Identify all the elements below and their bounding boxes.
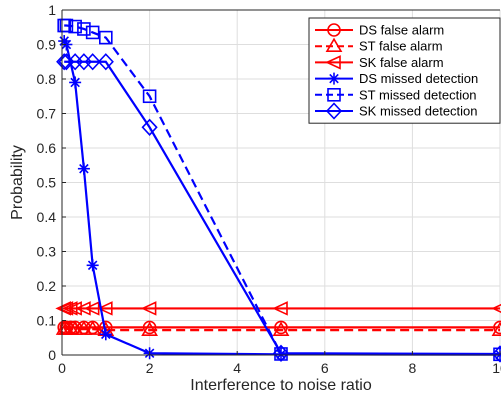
data-point-marker (99, 30, 113, 45)
y-tick-label: 0.7 (37, 106, 57, 122)
legend-entry: ST false alarm (315, 37, 443, 54)
legend-marker (328, 72, 340, 85)
data-point-marker (141, 321, 158, 336)
legend-label: ST false alarm (359, 39, 443, 54)
legend-entry: SK false alarm (315, 55, 444, 70)
legend-entry: SK missed detection (315, 102, 478, 120)
data-point-marker (56, 53, 73, 71)
legend-entry: ST missed detection (315, 87, 477, 102)
legend-box (308, 17, 501, 124)
legend-marker (325, 37, 343, 53)
series-sk-missed-detection (56, 53, 501, 363)
data-point-marker (491, 321, 501, 336)
data-point-marker (491, 303, 501, 313)
data-point-marker (74, 301, 91, 316)
data-point-marker (272, 301, 288, 316)
data-point-marker (142, 320, 157, 335)
x-tick-label: 10 (492, 360, 501, 376)
legend-marker (327, 88, 341, 102)
data-point-marker (493, 320, 501, 335)
legend-entry: DS false alarm (315, 23, 444, 38)
x-tick-label: 8 (409, 360, 417, 376)
legend-entry: DS missed detection (315, 71, 478, 86)
legend-marker (325, 102, 343, 120)
data-point-marker (55, 301, 71, 316)
legend-label: SK false alarm (359, 55, 444, 70)
data-point-marker (59, 18, 74, 33)
data-point-marker (97, 53, 114, 71)
data-point-marker (77, 162, 90, 175)
series-line (64, 60, 501, 356)
x-tick-label: 6 (321, 360, 329, 376)
axes: 0 2 4 6 8 10 0 0.1 0.2 0.3 0.4 0.5 0.6 0.7 0.8 0.9 1 (37, 2, 501, 376)
legend-marker (327, 23, 341, 37)
legend-label: DS false alarm (359, 23, 444, 38)
legend-label: SK missed detection (359, 104, 478, 119)
y-tick-label: 0.6 (37, 140, 57, 156)
data-point-marker (84, 320, 102, 335)
y-axis-title: Probability (9, 145, 26, 220)
data-point-marker (68, 19, 82, 34)
x-tick-label: 4 (233, 360, 241, 376)
data-point-marker (66, 320, 84, 335)
data-point-marker (75, 320, 93, 335)
data-point-marker (491, 345, 501, 363)
x-axis-title: Interference to noise ratio (190, 377, 372, 394)
legend-label: DS missed detection (359, 71, 478, 86)
data-point-marker (140, 301, 157, 316)
y-tick-label: 0.5 (37, 175, 57, 191)
data-point-marker (272, 344, 290, 362)
series-sk-false-alarm (55, 301, 501, 316)
y-tick-label: 0.1 (37, 313, 57, 329)
data-point-marker (99, 328, 112, 341)
legend-label: ST missed detection (359, 87, 477, 102)
data-point-marker (66, 301, 82, 316)
data-point-marker (84, 53, 101, 71)
x-tick-label: 0 (58, 360, 66, 376)
x-tick-label: 2 (146, 360, 154, 376)
data-point-marker (142, 89, 157, 104)
data-point-marker (272, 321, 290, 336)
data-point-marker (77, 22, 91, 36)
data-point-marker (69, 76, 82, 89)
y-tick-label: 0.3 (37, 244, 57, 260)
y-tick-label: 0 (48, 347, 56, 363)
y-tick-label: 0.9 (37, 37, 57, 53)
data-point-marker (274, 320, 288, 335)
data-point-marker (141, 118, 158, 136)
y-tick-label: 0.4 (37, 209, 57, 225)
data-point-marker (57, 301, 74, 316)
data-point-marker (86, 259, 99, 272)
y-tick-label: 0.8 (37, 71, 57, 87)
y-tick-label: 0.2 (37, 278, 57, 294)
y-tick-label: 1 (48, 2, 56, 18)
grid (61, 9, 501, 356)
data-point-marker (85, 25, 100, 40)
legend-marker (325, 55, 341, 70)
data-point-marker (96, 301, 113, 316)
